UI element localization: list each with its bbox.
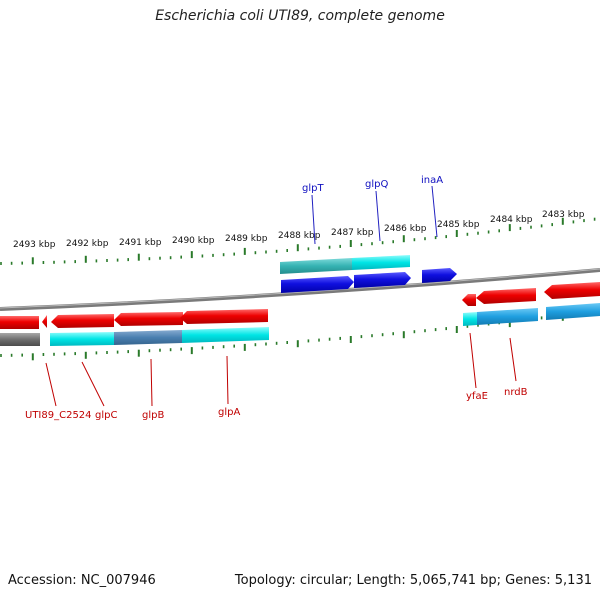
gene-label-glpB[interactable]: glpB <box>142 410 164 421</box>
genome-backbone <box>0 268 600 311</box>
scale-ticks-lower <box>0 309 596 361</box>
gene-label-glpA[interactable]: glpA <box>218 407 240 418</box>
reverse-cds-features <box>0 303 600 346</box>
reverse-gene-labels: UTI89_C2524 glpC glpB glpA yfaE nrdB <box>25 332 528 421</box>
gene-arrow-nrdA[interactable] <box>544 282 600 299</box>
cds-glpQ <box>352 255 410 270</box>
gene-label-glpT[interactable]: glpT <box>302 183 324 194</box>
scale-labels: 2493 kbp 2492 kbp 2491 kbp 2490 kbp 2489… <box>13 210 585 250</box>
scale-label: 2488 kbp <box>278 231 321 241</box>
scale-ticks-upper <box>0 217 596 265</box>
genome-stats-text: Topology: circular; Length: 5,065,741 bp… <box>234 573 592 588</box>
leader-line-glpA <box>226 355 229 405</box>
genome-backbone-highlight <box>0 268 600 309</box>
cds-glpC <box>50 332 114 346</box>
scale-label: 2483 kbp <box>542 210 585 220</box>
gene-arrow-inaA[interactable] <box>422 268 457 283</box>
cds-glpT <box>280 258 352 274</box>
cds-glpA <box>182 327 269 343</box>
gene-arrow-glpA[interactable] <box>180 309 268 324</box>
gene-label-glpQ[interactable]: glpQ <box>365 179 388 190</box>
leader-line-UTI89-C2524 <box>45 362 57 407</box>
leader-line-nrdB <box>509 337 517 382</box>
gene-arrow-small-left[interactable] <box>42 315 47 328</box>
scale-label: 2487 kbp <box>331 228 374 238</box>
leader-line-glpT <box>311 194 316 245</box>
scale-label: 2490 kbp <box>172 236 215 246</box>
cds-nrdA <box>546 303 600 320</box>
scale-label: 2491 kbp <box>119 238 162 248</box>
cds-UTI89-C2524 <box>0 333 40 346</box>
accession-text: Accession: NC_007946 <box>8 573 156 588</box>
leader-line-inaA <box>431 185 438 238</box>
scale-label: 2485 kbp <box>437 220 480 230</box>
gene-label-glpC[interactable]: glpC <box>95 410 117 421</box>
gene-arrow-yfaE[interactable] <box>462 294 476 306</box>
scale-label: 2492 kbp <box>66 239 109 249</box>
gene-label-yfaE[interactable]: yfaE <box>466 391 488 402</box>
gene-arrow-glpB[interactable] <box>114 312 183 326</box>
forward-gene-labels: glpT glpQ inaA <box>302 175 443 245</box>
scale-label: 2486 kbp <box>384 224 427 234</box>
gene-label-inaA[interactable]: inaA <box>421 175 443 186</box>
cds-yfaE <box>463 312 477 326</box>
cds-glpB <box>114 330 182 345</box>
gene-label-nrdB[interactable]: nrdB <box>504 387 528 398</box>
forward-cds-features <box>280 255 410 274</box>
cds-nrdB <box>477 308 538 325</box>
leader-line-glpB <box>150 358 153 407</box>
leader-line-yfaE <box>469 332 477 389</box>
gene-arrow-glpQ[interactable] <box>354 272 411 288</box>
scale-label: 2489 kbp <box>225 234 268 244</box>
reverse-genes <box>0 282 600 329</box>
gene-arrow-nrdB[interactable] <box>476 288 536 304</box>
leader-line-glpQ <box>375 190 381 242</box>
map-title: Escherichia coli UTI89, complete genome <box>155 8 445 24</box>
gene-arrow-glpT[interactable] <box>281 276 354 293</box>
leader-line-glpC <box>81 361 105 407</box>
scale-label: 2493 kbp <box>13 240 56 250</box>
forward-genes <box>281 268 457 293</box>
gene-arrow-glpC[interactable] <box>51 314 114 328</box>
scale-label: 2484 kbp <box>490 215 533 225</box>
gene-arrow-UTI89-C2524[interactable] <box>0 316 39 329</box>
gene-label-UTI89-C2524[interactable]: UTI89_C2524 <box>25 410 92 421</box>
